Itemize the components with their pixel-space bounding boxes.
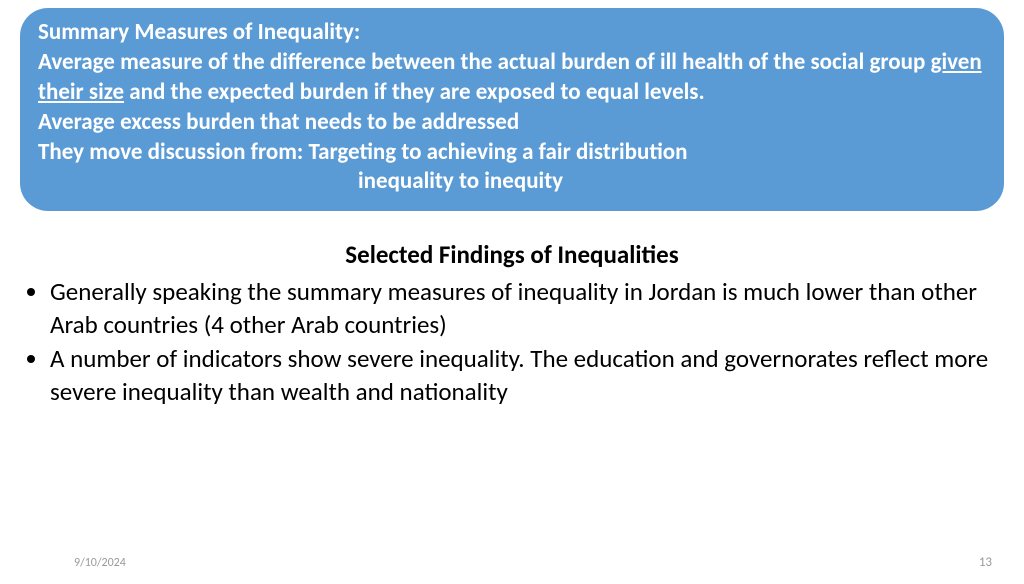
box-line-1b: and the expected burden if they are expo… — [124, 78, 705, 106]
footer-page-number: 13 — [979, 555, 992, 570]
section-title: Selected Findings of Inequalities — [0, 239, 1024, 270]
summary-box: Summary Measures of Inequality: Average … — [20, 8, 1004, 211]
box-line-3: They move discussion from: Targeting to … — [38, 138, 986, 168]
box-line-1: Average measure of the difference betwee… — [38, 48, 986, 108]
footer-date: 9/10/2024 — [74, 556, 126, 570]
list-item: A number of indicators show severe inequ… — [50, 343, 994, 408]
bullet-list: Generally speaking the summary measures … — [0, 276, 1024, 408]
list-item: Generally speaking the summary measures … — [50, 276, 994, 341]
box-line-4: inequality to inequity — [38, 167, 986, 197]
box-line-2: Average excess burden that needs to be a… — [38, 108, 986, 138]
box-title: Summary Measures of Inequality: — [38, 18, 986, 48]
box-line-1a: Average measure of the difference betwee… — [38, 48, 931, 76]
